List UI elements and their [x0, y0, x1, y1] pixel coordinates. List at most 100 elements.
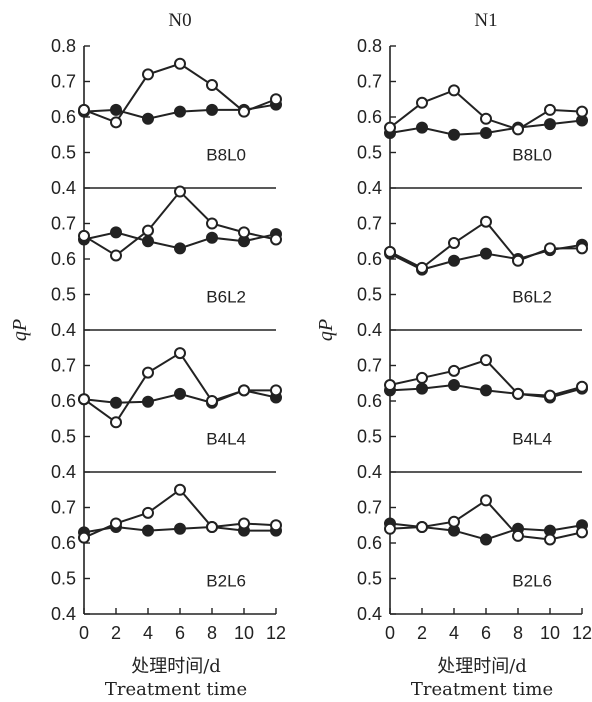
open-data-point — [174, 57, 186, 70]
x-tick-label: 2 — [111, 623, 121, 643]
x-tick-label: 10 — [540, 623, 560, 643]
y-tick-label: 0.7 — [51, 72, 76, 92]
open-data-point — [142, 68, 154, 81]
column-title: N0 — [168, 10, 191, 31]
open-data-point — [416, 96, 428, 109]
y-tick-label: 0.8 — [51, 36, 76, 56]
open-data-point — [142, 224, 154, 237]
x-tick-label: 10 — [234, 623, 254, 643]
open-data-point — [512, 254, 524, 267]
open-data-point — [576, 526, 588, 539]
y-tick-label: 0.4 — [357, 604, 382, 624]
open-data-point — [174, 347, 186, 360]
filled-data-point — [480, 533, 492, 546]
x-tick-label: 4 — [143, 623, 153, 643]
open-data-point — [110, 249, 122, 262]
open-data-point — [416, 521, 428, 534]
y-tick-label: 0.7 — [357, 214, 382, 234]
open-data-point — [416, 261, 428, 274]
filled-data-point — [448, 128, 460, 141]
filled-data-point — [480, 247, 492, 260]
open-data-point — [270, 233, 282, 246]
panel-label: B6L2 — [512, 288, 552, 307]
open-data-point — [384, 379, 396, 392]
open-data-point — [544, 103, 556, 116]
filled-data-point — [480, 384, 492, 397]
x-tick-label: 6 — [175, 623, 185, 643]
open-data-point — [576, 242, 588, 255]
y-tick-label: 0.6 — [357, 391, 382, 411]
y-tick-label: 0.5 — [357, 285, 382, 305]
y-axis-title: qP — [9, 319, 31, 341]
filled-data-point — [448, 379, 460, 392]
open-data-point — [174, 185, 186, 198]
panel-label: B8L0 — [512, 146, 552, 165]
filled-data-point — [110, 396, 122, 409]
panel-label: B8L0 — [206, 146, 246, 165]
x-axis-title-cn: 处理时间/d — [131, 656, 221, 677]
x-tick-label: 0 — [385, 623, 395, 643]
filled-data-point — [174, 522, 186, 535]
open-data-point — [512, 529, 524, 542]
y-tick-label: 0.6 — [51, 107, 76, 127]
y-tick-label: 0.6 — [51, 391, 76, 411]
x-tick-label: 6 — [481, 623, 491, 643]
x-axis-title-en: Treatment time — [411, 679, 553, 700]
y-tick-label: 0.4 — [357, 462, 382, 482]
y-tick-label: 0.6 — [357, 249, 382, 269]
filled-data-point — [110, 103, 122, 116]
y-tick-label: 0.7 — [51, 214, 76, 234]
open-data-point — [448, 364, 460, 377]
y-tick-label: 0.5 — [357, 143, 382, 163]
panel-label: B4L4 — [512, 430, 552, 449]
open-data-point — [110, 416, 122, 429]
open-data-point — [270, 384, 282, 397]
y-tick-label: 0.5 — [357, 569, 382, 589]
filled-data-point — [448, 254, 460, 267]
x-tick-label: 12 — [266, 623, 286, 643]
y-tick-label: 0.6 — [357, 107, 382, 127]
open-data-point — [416, 371, 428, 384]
open-data-point — [270, 93, 282, 106]
x-tick-label: 12 — [572, 623, 592, 643]
y-tick-label: 0.4 — [51, 462, 76, 482]
y-tick-label: 0.5 — [51, 569, 76, 589]
y-tick-label: 0.8 — [357, 36, 382, 56]
open-data-point — [206, 217, 218, 230]
y-tick-label: 0.4 — [357, 178, 382, 198]
filled-data-point — [142, 395, 154, 408]
x-tick-label: 4 — [449, 623, 459, 643]
open-data-point — [480, 354, 492, 367]
column-title: N1 — [474, 10, 497, 31]
open-data-point — [142, 506, 154, 519]
panel-label: B2L6 — [206, 572, 246, 591]
open-data-point — [110, 517, 122, 530]
open-data-point — [238, 517, 250, 530]
panel-label: B4L4 — [206, 430, 246, 449]
filled-data-point — [110, 226, 122, 239]
open-data-point — [78, 393, 90, 406]
open-data-point — [448, 515, 460, 528]
open-data-point — [576, 380, 588, 393]
open-data-point — [238, 384, 250, 397]
y-tick-label: 0.7 — [51, 498, 76, 518]
open-data-point — [544, 389, 556, 402]
open-data-point — [480, 215, 492, 228]
open-data-point — [448, 237, 460, 250]
y-tick-label: 0.4 — [357, 320, 382, 340]
open-data-point — [78, 229, 90, 242]
filled-data-point — [480, 126, 492, 139]
open-data-point — [480, 494, 492, 507]
open-data-point — [270, 519, 282, 532]
y-tick-label: 0.7 — [357, 498, 382, 518]
filled-data-point — [544, 118, 556, 131]
y-tick-label: 0.5 — [357, 427, 382, 447]
y-tick-label: 0.7 — [51, 356, 76, 376]
filled-data-point — [174, 105, 186, 118]
open-data-point — [544, 242, 556, 255]
filled-data-point — [142, 235, 154, 248]
open-data-point — [206, 521, 218, 534]
filled-data-point — [206, 231, 218, 244]
open-data-point — [110, 116, 122, 129]
y-tick-label: 0.7 — [357, 72, 382, 92]
